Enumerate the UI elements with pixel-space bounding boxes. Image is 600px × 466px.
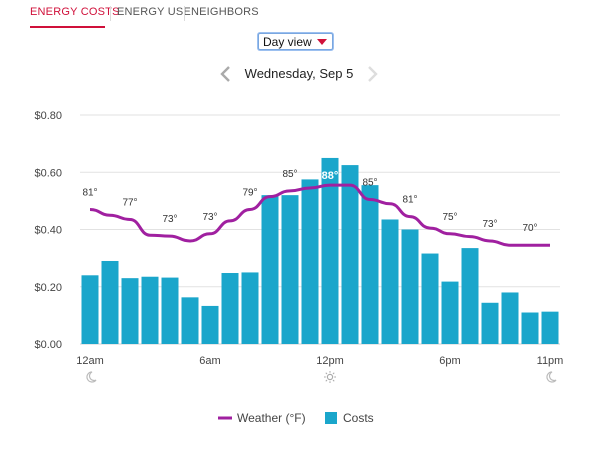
cost-bar[interactable] (321, 157, 339, 344)
cost-bar[interactable] (161, 277, 179, 344)
y-tick-label: $0.80 (34, 110, 62, 122)
tab-neighbors[interactable]: NEIGHBORS (191, 6, 259, 18)
tab-divider (110, 6, 111, 21)
temperature-label: 75° (442, 212, 457, 223)
cost-bar[interactable] (281, 195, 299, 344)
temperature-label: 73° (202, 212, 217, 223)
temperature-label: 85° (282, 169, 297, 180)
cost-bar[interactable] (541, 311, 559, 344)
cost-bar[interactable] (121, 278, 139, 344)
x-tick-label: 12am (76, 355, 104, 367)
cost-bar[interactable] (381, 219, 399, 344)
cost-bar[interactable] (501, 292, 519, 344)
cost-bar[interactable] (81, 275, 99, 344)
cost-bar[interactable] (441, 281, 459, 344)
moon-icon (546, 371, 557, 383)
cost-bar[interactable] (301, 179, 319, 344)
y-tick-label: $0.60 (34, 167, 62, 179)
weather-line (89, 183, 550, 247)
view-select[interactable]: Day view (258, 33, 333, 50)
date-title: Wednesday, Sep 5 (244, 66, 354, 81)
y-tick-label: $0.40 (34, 225, 62, 237)
date-navigation: Wednesday, Sep 5 (0, 62, 600, 86)
dropdown-caret-icon (317, 39, 327, 45)
sun-ray (325, 379, 328, 382)
chevron-right-icon[interactable] (364, 64, 380, 84)
temperature-label: 79° (242, 187, 257, 198)
temperature-label: 77° (122, 197, 137, 208)
energy-cost-chart: $0.80 $0.60 $0.40 $0.20 $0.00 81° 77° 73° 73° 79°… (34, 110, 564, 383)
tab-divider (184, 6, 185, 21)
legend-label-costs: Costs (343, 411, 374, 425)
temperature-label: 85° (362, 177, 377, 188)
cost-bar[interactable] (261, 195, 279, 344)
x-tick-label: 11pm (537, 355, 564, 367)
x-tick-label: 6pm (439, 355, 460, 367)
sun-ray (332, 372, 335, 375)
x-tick-label: 12pm (316, 355, 344, 367)
x-tick-label: 6am (199, 355, 220, 367)
tab-energy-costs[interactable]: ENERGY COSTS (30, 6, 120, 18)
active-tab-indicator (30, 26, 105, 28)
temperature-label: 81° (402, 195, 417, 206)
cost-bar[interactable] (341, 165, 359, 344)
view-select-value: Day view (263, 35, 312, 49)
y-tick-label: $0.20 (34, 282, 62, 294)
temperature-label: 73° (482, 219, 497, 230)
sun-icon (326, 373, 334, 381)
cost-bar[interactable] (181, 297, 199, 344)
tab-bar: ENERGY COSTS ENERGY USE NEIGHBORS (0, 0, 600, 30)
cost-bar[interactable] (481, 302, 499, 344)
temperature-label: 70° (522, 223, 537, 234)
tab-energy-use[interactable]: ENERGY USE (117, 6, 191, 18)
cost-bar[interactable] (221, 273, 239, 344)
legend-bar-swatch (325, 412, 337, 424)
legend-label-weather: Weather (°F) (237, 411, 306, 425)
chart-legend: Weather (°F) Costs (0, 408, 600, 428)
chevron-left-icon[interactable] (218, 64, 234, 84)
cost-bar[interactable] (361, 185, 379, 344)
temperature-label: 81° (82, 187, 97, 198)
cost-bar[interactable] (461, 248, 479, 344)
cost-bar[interactable] (521, 312, 539, 344)
cost-bar[interactable] (101, 260, 119, 344)
temperature-label: 73° (162, 214, 177, 225)
cost-bar[interactable] (141, 276, 159, 344)
sun-ray (332, 379, 335, 382)
y-tick-label: $0.00 (34, 339, 62, 351)
moon-icon (86, 371, 97, 383)
cost-bar[interactable] (421, 253, 439, 344)
cost-bar[interactable] (401, 229, 419, 345)
cost-bar[interactable] (201, 305, 219, 344)
temperature-label-highlight: 88° (322, 170, 339, 182)
sun-ray (325, 372, 328, 375)
cost-bar[interactable] (241, 272, 259, 344)
